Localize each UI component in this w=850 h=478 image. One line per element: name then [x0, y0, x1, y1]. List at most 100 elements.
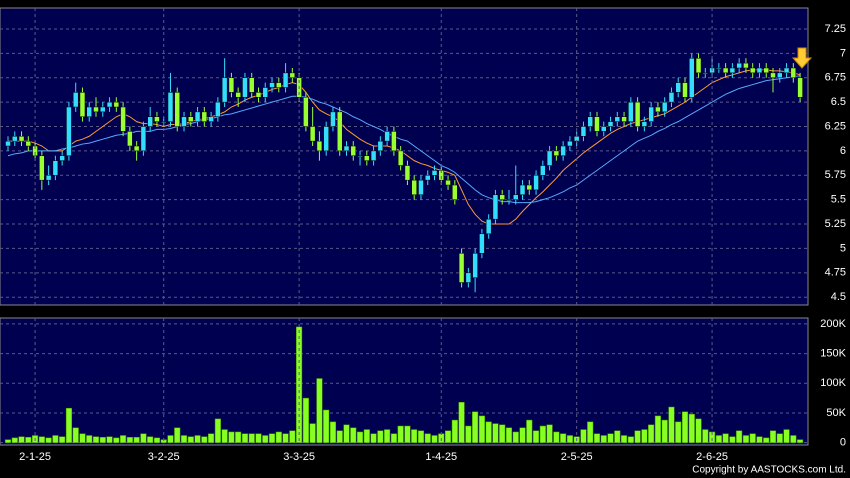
volume-bar — [65, 407, 72, 443]
volume-bar — [675, 421, 682, 443]
volume-bar — [539, 425, 546, 443]
candle-body — [601, 126, 607, 132]
volume-bar — [153, 437, 160, 443]
candle-body — [154, 116, 160, 122]
volume-bar — [356, 431, 364, 443]
candle-body — [303, 96, 309, 127]
volume-bar — [790, 435, 797, 443]
candle-body — [336, 111, 343, 152]
candle-body — [25, 140, 32, 147]
volume-bar — [715, 435, 722, 443]
volume-bar — [38, 436, 45, 443]
copyright: Copyright by AASTOCKS.com Ltd. — [692, 465, 846, 476]
candle-body — [465, 272, 472, 283]
volume-bar — [681, 411, 689, 443]
candle-body — [458, 253, 465, 283]
candle-body — [675, 82, 681, 93]
candle-body — [248, 77, 255, 93]
volume-bar — [797, 439, 804, 443]
candle-body — [18, 136, 25, 142]
volume-bar — [343, 424, 350, 443]
volume-bar — [4, 439, 12, 443]
candle-body — [682, 82, 688, 98]
volume-bar — [214, 418, 221, 443]
volume-bar — [648, 424, 655, 443]
volume-bar — [72, 427, 79, 443]
candle-body — [614, 116, 621, 122]
volume-bar — [742, 435, 749, 443]
y-tick-label: 4.75 — [825, 267, 846, 279]
volume-bar — [763, 437, 770, 443]
candle-body — [316, 140, 323, 152]
candle-body — [167, 92, 174, 122]
volume-bar — [533, 430, 540, 443]
volume-bar — [363, 429, 370, 443]
volume-bar — [485, 421, 492, 443]
volume-bar — [729, 436, 736, 443]
candle-body — [452, 184, 458, 200]
candle-body — [661, 101, 668, 113]
candle-body — [370, 150, 377, 161]
volume-bar — [289, 430, 296, 443]
volume-bar — [492, 423, 499, 443]
candle-body — [722, 67, 729, 74]
candle-body — [364, 155, 370, 161]
candle-body — [276, 82, 282, 88]
volume-bar — [316, 378, 323, 443]
candle-body — [519, 184, 526, 196]
x-tick-label: 1-4-25 — [425, 451, 457, 463]
candle-body — [445, 179, 451, 186]
volume-bar — [702, 429, 709, 443]
y-tick-label: 6.25 — [825, 120, 846, 132]
y-tick-label: 50K — [826, 407, 846, 419]
volume-bar — [614, 430, 621, 443]
candle-body — [113, 101, 120, 108]
volume-bar — [228, 431, 235, 443]
candle-body — [641, 121, 648, 127]
candle-body — [309, 126, 316, 142]
plot-layer: 4.5 4.75 5 5.25 5.5 5.75 6 6.25 6.5 6.75 7 7.25 0 50K… — [0, 8, 847, 463]
candle-body — [499, 194, 505, 200]
volume-bar — [736, 430, 743, 443]
candle-body — [79, 92, 86, 118]
volume-bar — [593, 433, 601, 443]
candle-body — [282, 72, 289, 88]
volume-bar — [560, 433, 567, 443]
volume-bar — [52, 435, 59, 443]
y-tick-label: 4.5 — [831, 291, 846, 303]
volume-bar — [133, 437, 140, 443]
volume-bar — [120, 435, 127, 443]
candle-body — [770, 72, 776, 78]
volume-bar — [627, 436, 634, 443]
volume-bar — [749, 433, 756, 443]
candle-body — [689, 57, 695, 98]
volume-bar — [722, 433, 729, 443]
volume-bar — [621, 435, 628, 443]
volume-bar — [25, 437, 32, 443]
candle-body — [242, 77, 248, 98]
candle-body — [743, 62, 749, 69]
volume-bar — [519, 427, 526, 443]
candle-body — [479, 233, 485, 254]
volume-bar — [505, 427, 513, 443]
volume-bar — [241, 433, 248, 443]
y-tick-label: 7 — [840, 47, 846, 59]
volume-bar — [126, 437, 133, 443]
volume-bar — [350, 427, 357, 443]
candle-body — [648, 106, 654, 122]
volume-bar — [607, 433, 614, 443]
candle-body — [790, 67, 797, 78]
candle-body — [783, 67, 790, 74]
candle-body — [391, 131, 397, 152]
volume-bar — [140, 433, 147, 443]
volume-bar — [194, 435, 201, 443]
volume-bar — [566, 435, 573, 443]
y-tick-label: 6.75 — [825, 72, 846, 84]
volume-bar — [106, 436, 113, 443]
volume-bar — [465, 425, 472, 443]
candle-body — [749, 67, 756, 74]
volume-bar — [769, 430, 777, 443]
volume-bar — [147, 436, 154, 443]
candle-body — [621, 116, 627, 122]
volume-bar — [526, 419, 533, 443]
